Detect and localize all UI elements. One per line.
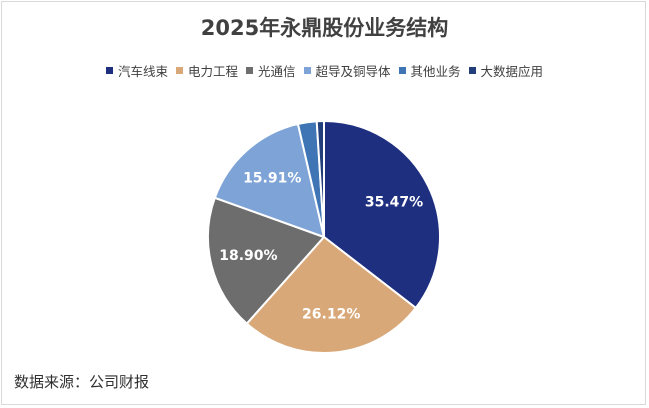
source-note: 数据来源：公司财报	[14, 373, 150, 391]
legend-label: 其他业务	[410, 64, 461, 79]
pie-slice	[315, 120, 325, 238]
legend-swatch	[303, 67, 311, 74]
slice-data-label: 18.90%	[219, 248, 277, 264]
legend-label: 大数据应用	[480, 64, 544, 79]
pie-slice	[245, 236, 417, 354]
legend-swatch	[105, 67, 113, 74]
legend-swatch	[245, 67, 253, 74]
legend-label: 光通信	[257, 64, 296, 79]
slice-data-label: 15.91%	[243, 171, 301, 187]
legend-item: 大数据应用	[468, 61, 544, 80]
chart-legend: 汽车线束 电力工程 光通信 超导及铜导体 其他业务 大数据应用	[0, 61, 649, 80]
slice-data-label: 26.12%	[302, 307, 360, 323]
pie-slice	[213, 122, 325, 238]
legend-item: 超导及铜导体	[303, 61, 391, 80]
legend-swatch	[468, 67, 476, 74]
legend-item: 电力工程	[175, 61, 238, 80]
pie-slice	[207, 196, 325, 325]
legend-label: 电力工程	[187, 64, 238, 79]
legend-swatch	[175, 67, 183, 74]
legend-item: 其他业务	[398, 61, 461, 80]
legend-swatch	[398, 67, 406, 74]
legend-label: 超导及铜导体	[315, 64, 391, 79]
pie-slice	[323, 120, 441, 309]
legend-item: 汽车线束	[105, 61, 168, 80]
legend-label: 汽车线束	[117, 64, 168, 79]
chart-title: 2025年永鼎股份业务结构	[200, 16, 449, 40]
legend-item: 光通信	[245, 61, 296, 80]
slice-data-label: 35.47%	[365, 195, 423, 211]
